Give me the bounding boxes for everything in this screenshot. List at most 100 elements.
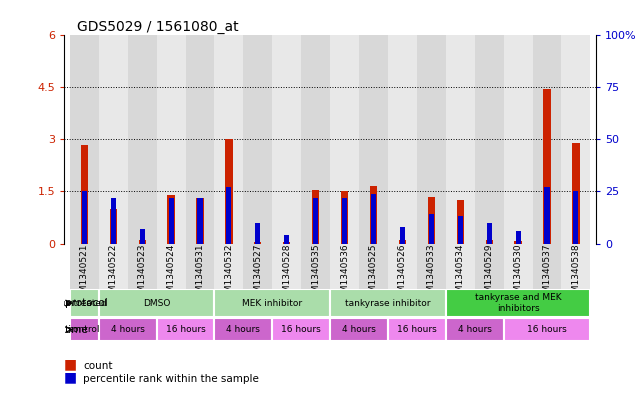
Bar [388,318,445,342]
Bar [196,198,204,244]
Bar [330,290,445,317]
Text: untreated: untreated [62,299,106,308]
Text: protocol: protocol [65,298,108,308]
Bar [284,235,289,244]
Bar [359,35,388,244]
Bar [255,223,260,244]
Bar [272,35,301,244]
Bar [82,191,87,244]
Text: GSM1340535: GSM1340535 [311,244,320,304]
Text: MEK inhibitor: MEK inhibitor [242,299,303,308]
Bar [475,35,504,244]
Bar [111,198,116,244]
Text: 4 hours: 4 hours [226,325,260,334]
Text: GSM1340523: GSM1340523 [138,244,147,304]
Bar [167,195,175,244]
Bar [445,290,590,317]
Text: 16 hours: 16 hours [281,325,321,334]
Bar [99,318,156,342]
Text: percentile rank within the sample: percentile rank within the sample [83,375,259,384]
Text: GSM1340525: GSM1340525 [369,244,378,304]
Bar [70,244,99,289]
Bar [399,240,406,244]
Text: GSM1340529: GSM1340529 [485,244,494,304]
Bar [185,244,215,289]
Bar [128,35,156,244]
Bar [445,35,475,244]
Bar [312,190,319,244]
Bar [487,223,492,244]
Text: DMSO: DMSO [143,299,171,308]
Bar [272,244,301,289]
Bar [301,244,330,289]
Bar [515,241,522,244]
Bar [504,35,533,244]
Bar [330,244,359,289]
Bar [533,35,562,244]
Text: time: time [65,325,88,334]
Text: GSM1340527: GSM1340527 [253,244,262,304]
Bar [99,35,128,244]
Bar [370,186,377,244]
Bar [99,290,215,317]
Bar [371,194,376,244]
Text: control: control [69,325,100,334]
Bar [562,35,590,244]
Bar [504,318,590,342]
Bar [417,244,445,289]
Text: 16 hours: 16 hours [527,325,567,334]
Bar [156,318,215,342]
Text: 4 hours: 4 hours [111,325,145,334]
Bar [244,35,272,244]
Bar [156,244,185,289]
Bar [388,35,417,244]
Text: GSM1340538: GSM1340538 [571,244,580,304]
Bar [341,191,348,244]
Bar [330,35,359,244]
Bar [215,244,244,289]
Text: GSM1340521: GSM1340521 [80,244,89,304]
Text: GSM1340522: GSM1340522 [109,244,118,304]
Bar [428,196,435,244]
Text: 4 hours: 4 hours [342,325,376,334]
Bar [342,198,347,244]
Bar [456,200,464,244]
Bar [445,318,504,342]
Text: tankyrase and MEK
inhibitors: tankyrase and MEK inhibitors [475,294,562,313]
Bar [128,244,156,289]
Text: GSM1340537: GSM1340537 [542,244,551,304]
Bar [330,318,388,342]
Text: 16 hours: 16 hours [397,325,437,334]
Bar [70,290,99,317]
Text: GSM1340536: GSM1340536 [340,244,349,304]
Bar [215,290,330,317]
Text: 4 hours: 4 hours [458,325,492,334]
Text: 16 hours: 16 hours [165,325,205,334]
Bar [110,209,117,244]
Bar [215,35,244,244]
Bar [169,198,174,244]
Bar [573,191,578,244]
Bar [400,227,405,244]
Bar [244,244,272,289]
Bar [301,35,330,244]
Bar [485,240,493,244]
Bar [445,244,475,289]
Bar [156,35,185,244]
Text: GSM1340530: GSM1340530 [513,244,522,304]
Bar [254,242,262,244]
Text: GSM1340532: GSM1340532 [224,244,233,304]
Bar [185,35,215,244]
Bar [138,240,146,244]
Text: GSM1340533: GSM1340533 [427,244,436,304]
Bar [226,187,231,244]
Text: GDS5029 / 1561080_at: GDS5029 / 1561080_at [77,20,238,34]
Bar [272,318,330,342]
Bar [572,143,579,244]
Bar [544,187,549,244]
Bar [533,244,562,289]
Text: ■: ■ [64,370,77,384]
Text: GSM1340524: GSM1340524 [167,244,176,304]
Bar [388,244,417,289]
Bar [70,35,99,244]
